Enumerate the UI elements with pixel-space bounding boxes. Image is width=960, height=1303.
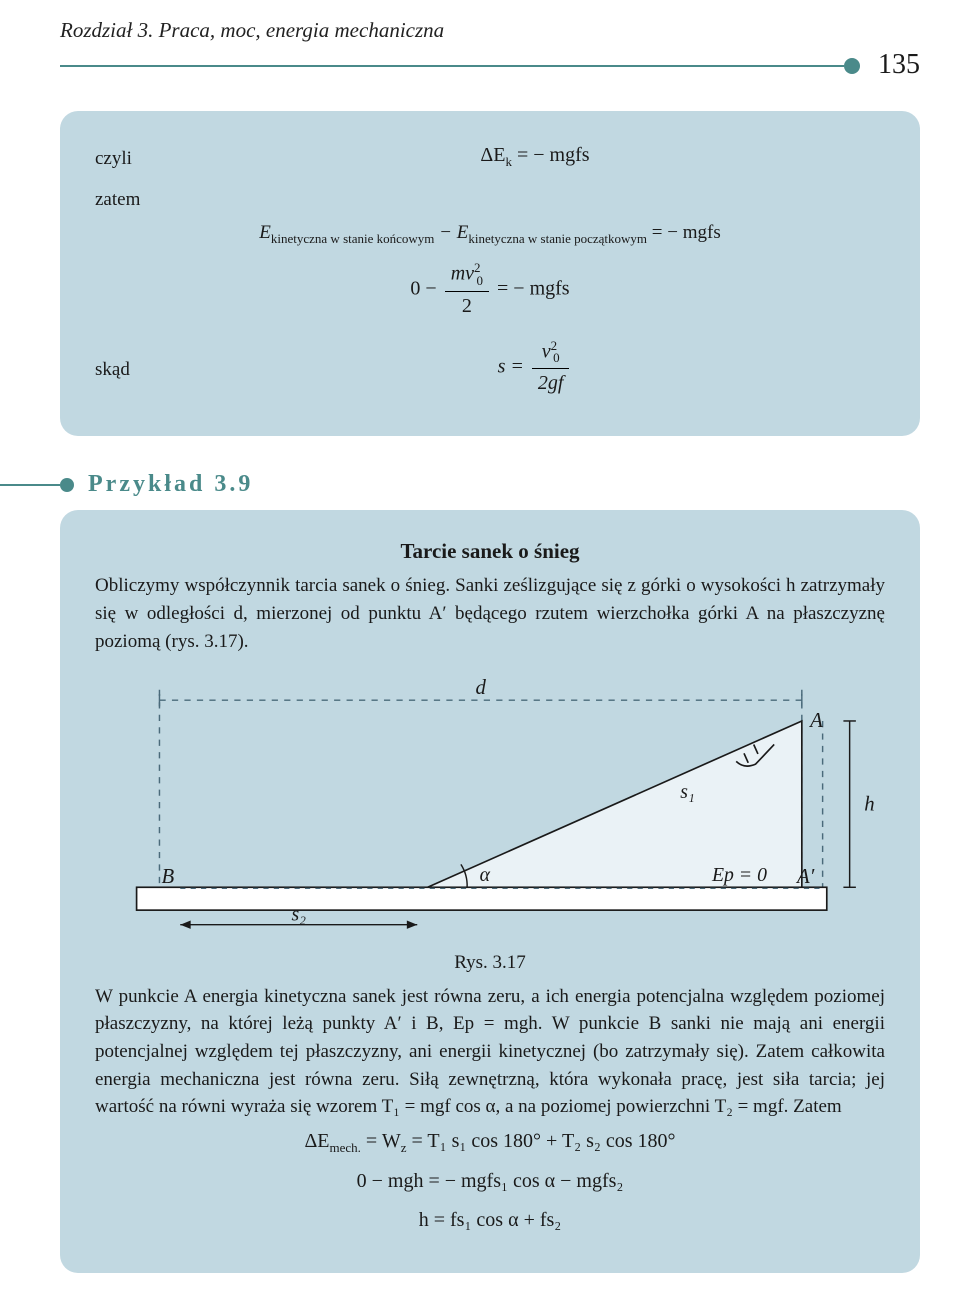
example-title: Tarcie sanek o śnieg bbox=[95, 536, 885, 566]
page-number: 135 bbox=[878, 49, 920, 81]
header-rule bbox=[60, 65, 844, 67]
word-zatem: zatem bbox=[95, 186, 185, 214]
solution-panel-1: czyli ΔEk = − mgfs zatem Ekinetyczna w s… bbox=[60, 111, 920, 436]
page: Rozdział 3. Praca, moc, energia mechanic… bbox=[0, 0, 960, 1273]
equation-kinetic-diff: Ekinetyczna w stanie końcowym − Ekinetyc… bbox=[95, 219, 885, 249]
example-para-1: Obliczymy współczynnik tarcia sanek o śn… bbox=[95, 572, 885, 655]
svg-text:A′: A′ bbox=[795, 865, 815, 888]
figure-3-17: d α A A′ Bs₁ s₂ Ep = 0 h bbox=[95, 669, 885, 939]
chapter-header: Rozdział 3. Praca, moc, energia mechanic… bbox=[0, 0, 960, 49]
svg-text:B: B bbox=[162, 865, 175, 888]
example-rule bbox=[0, 484, 60, 486]
fraction-v2-over-2gf: v20 2gf bbox=[532, 337, 570, 399]
svg-text:s₂: s₂ bbox=[291, 904, 306, 926]
svg-text:Ep = 0: Ep = 0 bbox=[711, 864, 767, 886]
equation-h: h = fs₁ cos α + fs₂ bbox=[95, 1206, 885, 1235]
equation-delta-emech: ΔEmech. = Wz = T₁ s₁ cos 180° + T₂ s₂ co… bbox=[95, 1127, 885, 1158]
example-label: Przykład 3.9 bbox=[88, 471, 253, 498]
equation-delta-ek: ΔEk = − mgfs bbox=[185, 141, 885, 172]
word-czyli: czyli bbox=[95, 145, 185, 173]
equation-s: s = v20 2gf bbox=[185, 337, 885, 399]
example-dot-icon bbox=[60, 478, 74, 492]
fraction-mv2-over-2: mv20 2 bbox=[445, 259, 489, 321]
figure-caption: Rys. 3.17 bbox=[95, 949, 885, 977]
header-dot-icon bbox=[844, 58, 860, 74]
example-para-2: W punkcie A energia kinetyczna sanek jes… bbox=[95, 983, 885, 1121]
chapter-title: Rozdział 3. Praca, moc, energia mechanic… bbox=[60, 18, 920, 43]
header-rule-row: 135 bbox=[60, 49, 920, 81]
slope-diagram: d α A A′ Bs₁ s₂ Ep = 0 h bbox=[95, 669, 885, 939]
svg-text:s₁: s₁ bbox=[680, 781, 695, 803]
word-skad: skąd bbox=[95, 356, 185, 384]
svg-text:α: α bbox=[480, 864, 491, 886]
example-panel: Tarcie sanek o śnieg Obliczymy współczyn… bbox=[60, 510, 920, 1273]
example-heading: Przykład 3.9 bbox=[0, 471, 920, 498]
svg-text:d: d bbox=[475, 676, 486, 699]
svg-text:h: h bbox=[864, 792, 874, 815]
svg-text:A: A bbox=[808, 709, 823, 732]
equation-mv2: 0 − mv20 2 = − mgfs bbox=[95, 259, 885, 321]
equation-mgh: 0 − mgh = − mgfs₁ cos α − mgfs₂ bbox=[95, 1167, 885, 1196]
